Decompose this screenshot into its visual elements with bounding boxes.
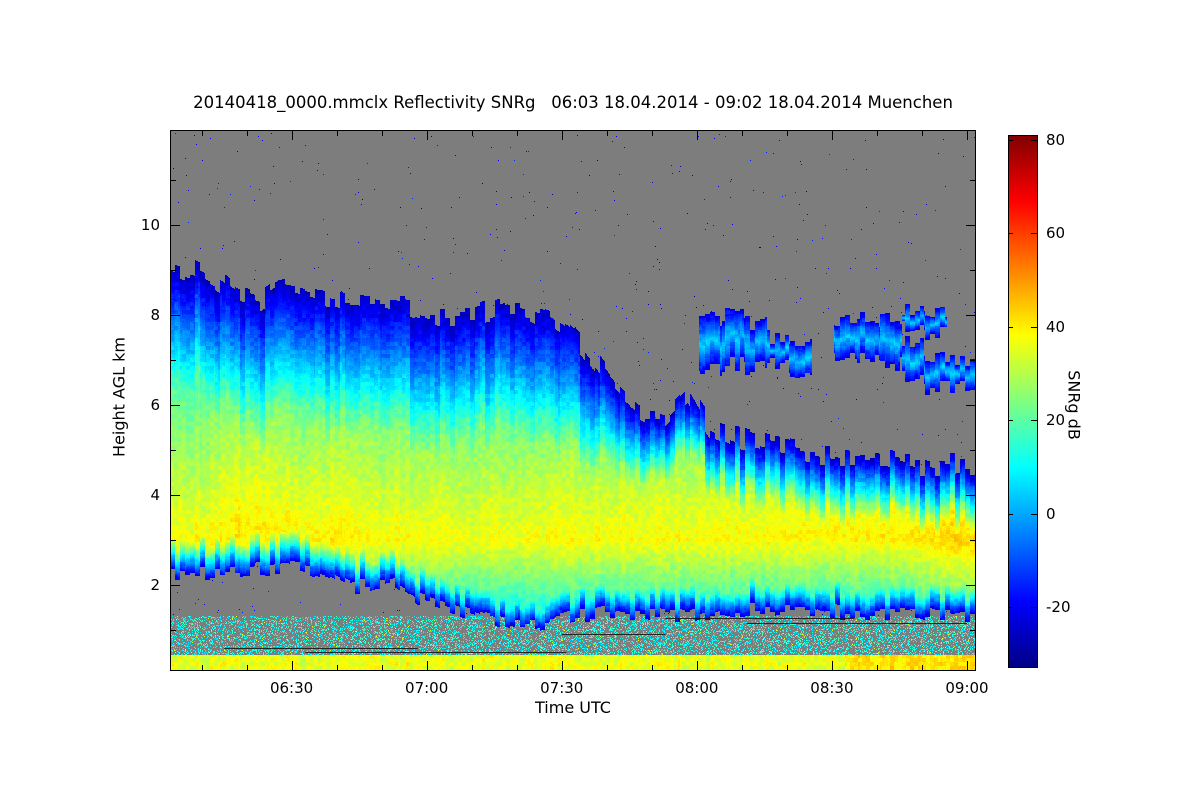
colorbar-tick-label: -20 xyxy=(1046,598,1071,617)
colorbar-tick-label: 80 xyxy=(1046,130,1066,149)
x-tick-label: 08:00 xyxy=(675,679,719,697)
y-tick-label: 2 xyxy=(150,576,160,595)
x-tick-label: 07:30 xyxy=(540,679,584,697)
y-tick-label: 8 xyxy=(150,305,160,324)
y-tick-label: 6 xyxy=(150,396,160,414)
x-axis-title: Time UTC xyxy=(535,698,611,717)
x-tick-label: 09:00 xyxy=(945,679,989,697)
reflectivity-heatmap xyxy=(170,130,976,671)
colorbar-tick-label: 20 xyxy=(1046,411,1066,430)
colorbar xyxy=(1008,135,1038,668)
y-tick-label: 4 xyxy=(150,486,160,505)
colorbar-title: SNRg dB xyxy=(1064,370,1084,440)
colorbar-tick-label: 60 xyxy=(1046,224,1066,243)
y-tick-label: 10 xyxy=(140,215,160,234)
x-tick-label: 07:00 xyxy=(405,679,449,697)
colorbar-tick-label: 0 xyxy=(1046,504,1056,523)
y-axis-title: Height AGL km xyxy=(109,337,129,457)
x-tick-label: 06:30 xyxy=(269,679,314,697)
chart-title: 20140418_0000.mmclx Reflectivity SNRg 06… xyxy=(193,93,953,112)
x-tick-label: 08:30 xyxy=(810,679,854,697)
colorbar-tick-label: 40 xyxy=(1046,317,1066,336)
